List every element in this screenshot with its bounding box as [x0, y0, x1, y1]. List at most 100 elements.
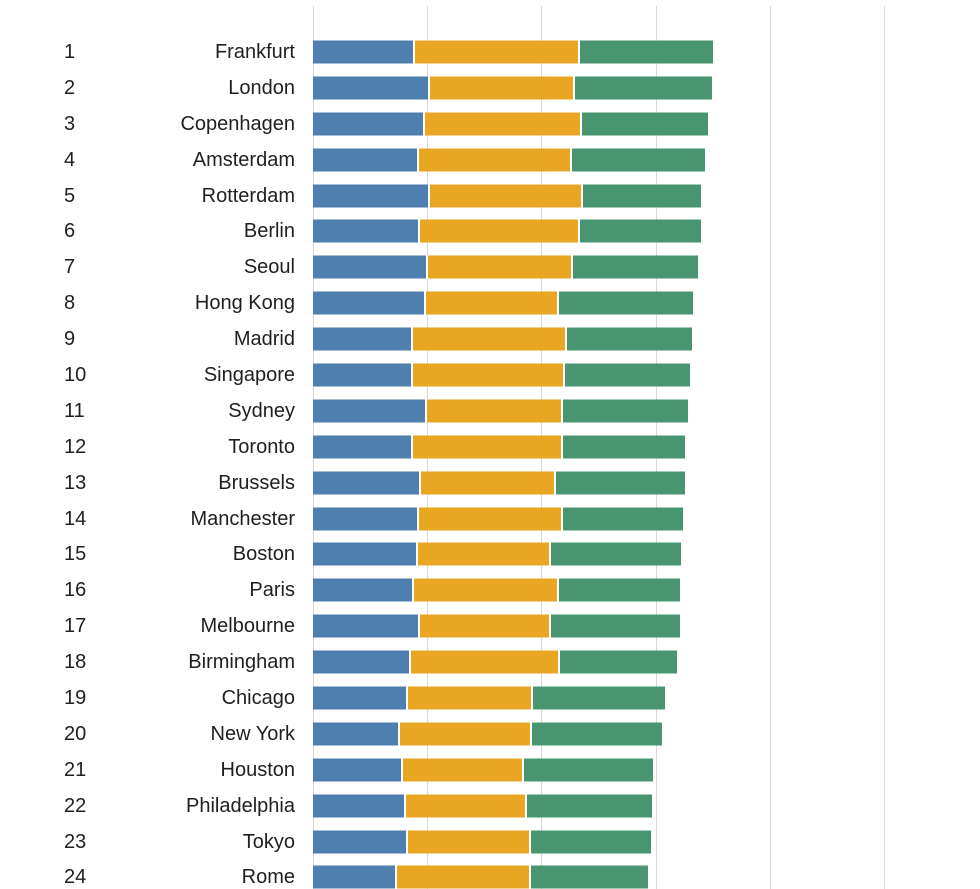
chart-row: 7 Seoul: [0, 249, 980, 285]
bar-segment-blue: [313, 578, 415, 602]
rank-label: 16: [64, 579, 87, 602]
chart-row: 17 Melbourne: [0, 608, 980, 644]
rank-label: 14: [64, 507, 87, 530]
rank-label: 20: [64, 722, 87, 745]
city-label: Houston: [220, 758, 296, 781]
bar-segment-green: [579, 219, 701, 243]
bar-segment-blue: [313, 219, 421, 243]
bar-segment-green: [550, 614, 680, 638]
bar-segment-yellow: [406, 794, 528, 818]
bar-segment-yellow: [420, 614, 551, 638]
stacked-bar: [313, 435, 686, 459]
stacked-bar: [313, 507, 683, 531]
bar-segment-green: [581, 112, 709, 136]
city-label: Philadelphia: [186, 794, 295, 817]
bar-segment-green: [550, 542, 681, 566]
bar-segment-green: [562, 507, 683, 531]
city-label: Frankfurt: [214, 40, 295, 63]
rank-label: 1: [64, 40, 76, 63]
stacked-bar: [313, 830, 652, 854]
rank-label: 15: [64, 543, 87, 566]
chart-row: 20 New York: [0, 716, 980, 752]
stacked-bar: [313, 291, 693, 315]
bar-segment-blue: [313, 291, 427, 315]
bar-segment-blue: [313, 507, 420, 531]
bar-segment-green: [580, 40, 714, 64]
stacked-bar: [313, 363, 690, 387]
stacked-bar: [313, 327, 692, 351]
rank-label: 6: [64, 220, 76, 243]
bar-segment-green: [531, 830, 652, 854]
chart-row: 15 Boston: [0, 536, 980, 572]
chart-row: 6 Berlin: [0, 213, 980, 249]
chart-row: 2 London: [0, 70, 980, 106]
bar-segment-green: [556, 471, 685, 495]
bar-segment-green: [565, 363, 690, 387]
bar-segment-yellow: [424, 112, 582, 136]
city-label: Sydney: [228, 399, 295, 422]
bar-segment-blue: [313, 255, 429, 279]
chart-row: 18 Birmingham: [0, 644, 980, 680]
chart-row: 3 Copenhagen: [0, 106, 980, 142]
chart-row: 13 Brussels: [0, 465, 980, 501]
bar-segment-yellow: [415, 40, 581, 64]
city-label: Seoul: [243, 256, 295, 279]
bar-segment-blue: [313, 40, 416, 64]
chart-row: 9 Madrid: [0, 321, 980, 357]
bar-segment-yellow: [412, 435, 564, 459]
city-label: Copenhagen: [180, 112, 295, 135]
city-label: Rotterdam: [201, 184, 295, 207]
bar-segment-green: [531, 722, 662, 746]
chart-row: 8 Hong Kong: [0, 285, 980, 321]
bar-segment-yellow: [428, 255, 574, 279]
stacked-bar: [313, 686, 665, 710]
rank-label: 3: [64, 112, 76, 135]
city-label: Madrid: [233, 328, 295, 351]
stacked-bar: [313, 542, 681, 566]
chart-row: 19 Chicago: [0, 680, 980, 716]
bar-segment-blue: [313, 758, 404, 782]
chart-row: 11 Sydney: [0, 393, 980, 429]
city-label: Brussels: [218, 471, 295, 494]
city-label: Singapore: [203, 363, 295, 386]
stacked-bar: [313, 148, 705, 172]
bar-segment-green: [558, 291, 693, 315]
bar-segment-blue: [313, 542, 419, 566]
bar-segment-green: [573, 255, 698, 279]
bar-segment-yellow: [430, 184, 584, 207]
bar-segment-blue: [313, 865, 397, 889]
stacked-bar: [313, 794, 652, 818]
bar-segment-yellow: [412, 363, 566, 387]
chart-row: 23 Tokyo: [0, 824, 980, 860]
bar-segment-green: [531, 865, 649, 889]
bar-segment-green: [559, 650, 677, 674]
stacked-bar: [313, 112, 709, 136]
city-label: Manchester: [190, 507, 296, 530]
rank-label: 8: [64, 292, 76, 315]
bar-segment-yellow: [407, 830, 532, 854]
bar-segment-yellow: [419, 148, 573, 172]
chart-row: 16 Paris: [0, 572, 980, 608]
city-label: New York: [210, 722, 296, 745]
stacked-bar: [313, 865, 649, 889]
city-label: London: [228, 76, 295, 99]
bar-segment-blue: [313, 148, 420, 172]
chart-row: 12 Toronto: [0, 429, 980, 465]
bar-segment-yellow: [419, 507, 563, 531]
city-label: Melbourne: [200, 615, 295, 638]
rank-label: 18: [64, 651, 87, 674]
stacked-bar: [313, 76, 712, 100]
rank-label: 22: [64, 794, 87, 817]
stacked-bar: [313, 219, 701, 243]
bar-segment-green: [527, 794, 652, 818]
rank-label: 9: [64, 328, 76, 351]
bar-segment-blue: [313, 363, 413, 387]
chart-row: 24 Rome: [0, 859, 980, 889]
bar-segment-green: [562, 399, 688, 423]
rank-label: 24: [64, 866, 87, 889]
stacked-bar: [313, 255, 698, 279]
chart-row: 22 Philadelphia: [0, 788, 980, 824]
city-label: Rome: [241, 866, 295, 889]
stacked-bar: [313, 578, 681, 602]
bar-segment-green: [583, 184, 702, 207]
